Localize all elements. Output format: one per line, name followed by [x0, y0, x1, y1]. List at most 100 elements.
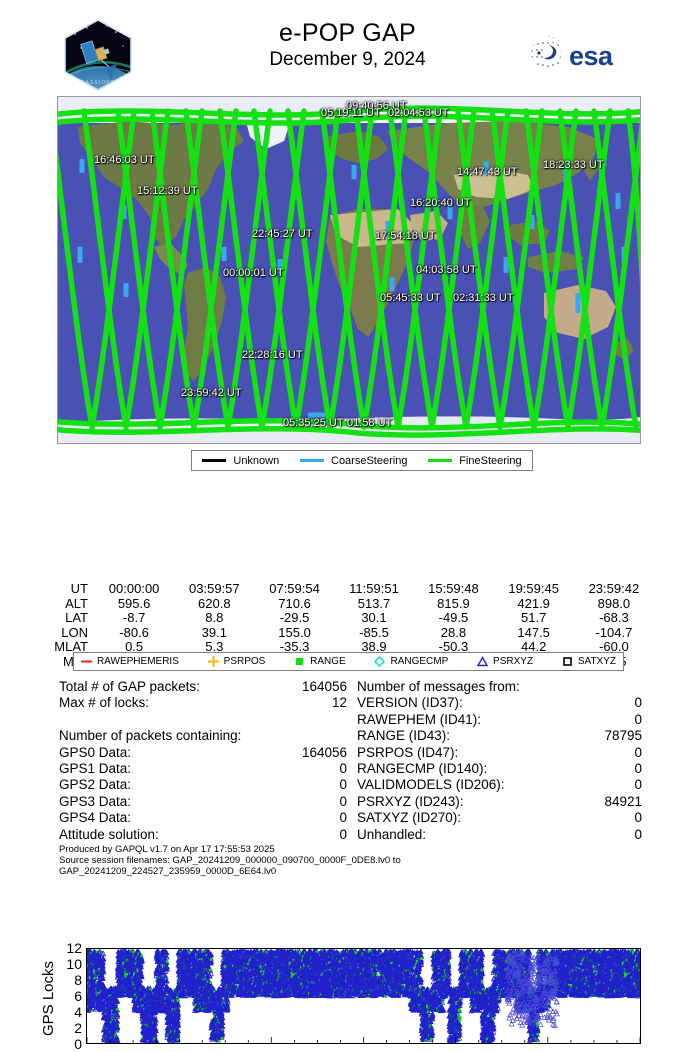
axis-value-cell: 38.9 [335, 639, 414, 655]
legend-item-satxyz: SATXYZ [562, 656, 616, 667]
chart-y-tick: 8 [60, 973, 82, 987]
stats-row: Unhandled: 0 [357, 827, 642, 843]
axis-value-cell: -50.3 [413, 639, 493, 655]
map-ut-label: 22:45:27 UT [252, 228, 313, 240]
stats-value: 0 [339, 810, 347, 826]
legend-label-psrxyz: PSRXYZ [493, 656, 533, 667]
stats-row: GPS3 Data: 0 [59, 794, 347, 810]
axis-value-cell: -29.5 [254, 610, 334, 626]
page-header: CASSIOPE e-POP GAP December 9, 2024 [0, 0, 695, 92]
stats-label: SATXYZ (ID270): [357, 810, 461, 826]
axis-value-cell: 19:59:45 [494, 581, 574, 597]
axis-value-cell: 8.8 [174, 610, 254, 626]
footer-producer: Produced by GAPQL v1.7 on Apr 17 17:55:5… [59, 844, 679, 856]
legend-label-coarsesteering: CoarseSteering [331, 455, 407, 467]
stats-value: 0 [339, 827, 347, 843]
legend-item-rawephemeris: RAWEPHEMERIS [81, 656, 179, 667]
legend-item-psrxyz: PSRXYZ [476, 656, 533, 667]
packet-statistics-column: Total # of GAP packets: 164056 Max # of lo… [59, 679, 347, 843]
footer-provenance: Produced by GAPQL v1.7 on Apr 17 17:55:5… [59, 844, 679, 877]
map-ut-label: 05:35:25 UT [283, 417, 344, 429]
stats-label: RANGECMP (ID140): [357, 761, 487, 777]
axis-value-cell: -68.3 [574, 610, 654, 626]
map-ut-label: 16:20:40 UT [410, 197, 471, 209]
axis-row-label: UT [42, 581, 94, 597]
stats-row: RANGECMP (ID140): 0 [357, 761, 642, 777]
chart-y-tick-group: 12 10 8 6 4 2 0 [58, 941, 82, 1051]
stats-label: Total # of GAP packets: [59, 679, 200, 695]
axis-value-cell: -35.3 [254, 639, 334, 655]
stats-label: Number of packets containing: [59, 728, 241, 744]
legend-label-range: RANGE [310, 656, 346, 667]
legend-label-psrpos: PSRPOS [224, 656, 266, 667]
chart-y-tick: 10 [60, 957, 82, 971]
stats-label: RANGE (ID43): [357, 728, 450, 744]
table-row: UT 00:00:00 03:59:57 07:59:54 11:59:51 15:59:… [42, 581, 654, 597]
stats-label: GPS0 Data: [59, 745, 131, 761]
chart-data-marks [87, 949, 640, 1043]
stats-value: 0 [634, 695, 642, 711]
stats-label: GPS1 Data: [59, 761, 131, 777]
map-ut-label: 17:54:18 UT [375, 230, 436, 242]
axis-value-cell: 155.0 [254, 625, 334, 641]
axis-value-cell: 421.9 [494, 596, 574, 612]
chart-plot-area [86, 948, 641, 1044]
stats-row: RAWEPHEM (ID41): 0 [357, 712, 642, 728]
axis-value-cell: -85.5 [335, 625, 414, 641]
world-map-orbit-tracks: 09:40:56 UT 05:19:11 UT 02:04:53 UT 16:46:0… [57, 96, 641, 444]
stats-label: GPS4 Data: [59, 810, 131, 826]
stats-spacer [59, 712, 347, 728]
unknown-line-swatch-icon [202, 459, 227, 462]
chart-y-tick: 12 [60, 941, 82, 955]
square-marker-icon [294, 656, 305, 667]
stats-value: 0 [634, 827, 642, 843]
finesteering-line-swatch-icon [428, 459, 453, 462]
stats-value: 0 [634, 745, 642, 761]
triangle-marker-icon [476, 656, 489, 667]
title-block: e-POP GAP December 9, 2024 [0, 18, 695, 72]
steering-mode-legend: Unknown CoarseSteering FineSteering [191, 450, 533, 471]
axis-value-cell: 815.9 [413, 596, 493, 612]
axis-row-label: MLAT [42, 639, 94, 655]
stats-row: GPS1 Data: 0 [59, 761, 347, 777]
page-title: e-POP GAP [0, 18, 695, 48]
stats-label: VALIDMODELS (ID206): [357, 777, 505, 793]
legend-label-rawephemeris: RAWEPHEMERIS [97, 656, 179, 667]
stats-row: VERSION (ID37): 0 [357, 695, 642, 711]
message-type-legend: RAWEPHEMERIS PSRPOS RANGE RANGECMP PSRXYZ SAT… [73, 652, 624, 671]
axis-value-cell: -49.5 [413, 610, 493, 626]
footer-source-line1: Source session filenames: GAP_20241209_0… [59, 855, 679, 867]
table-row: MLAT 0.5 5.3 -35.3 38.9 -50.3 44.2 -60.0 [42, 639, 654, 655]
axis-row-label: ALT [42, 596, 94, 612]
axis-value-cell: 28.8 [413, 625, 493, 641]
axis-value-cell: 147.5 [494, 625, 574, 641]
table-row: LAT -8.7 8.8 -29.5 30.1 -49.5 51.7 -68.3 [42, 610, 654, 626]
legend-item-coarsesteering: CoarseSteering [300, 455, 407, 467]
map-ut-label: 14:47:43 UT [457, 166, 518, 178]
axis-value-cell: 51.7 [494, 610, 574, 626]
legend-label-rangecmp: RANGECMP [390, 656, 448, 667]
legend-label-satxyz: SATXYZ [578, 656, 616, 667]
map-ut-label: 09:40:56 UT [346, 100, 407, 112]
axis-value-cell: 30.1 [335, 610, 414, 626]
esa-logo-icon: esa [529, 31, 635, 75]
stats-row: Total # of GAP packets: 164056 [59, 679, 347, 695]
chart-y-tick: 6 [60, 989, 82, 1003]
stats-row: VALIDMODELS (ID206): 0 [357, 777, 642, 793]
legend-item-rangecmp: RANGECMP [374, 655, 448, 668]
stats-row: Attitude solution: 0 [59, 827, 347, 843]
axis-value-cell: 710.6 [254, 596, 334, 612]
stats-label: Attitude solution: [59, 827, 159, 843]
chart-y-axis-label: GPS Locks [40, 948, 60, 1048]
stats-value: 0 [339, 761, 347, 777]
map-graphic [58, 97, 640, 443]
stats-label: Max # of locks: [59, 695, 149, 711]
gps-locks-chart: GPS Locks 12 10 8 6 4 2 0 [0, 470, 695, 1051]
map-ut-label: 04:03:58 UT [416, 264, 477, 276]
axis-value-cell: 11:59:51 [335, 581, 414, 597]
legend-label-unknown: Unknown [233, 455, 279, 467]
axis-value-cell: -104.7 [574, 625, 654, 641]
stats-value: 0 [634, 777, 642, 793]
legend-item-finesteering: FineSteering [428, 455, 522, 467]
axis-value-cell: -60.0 [574, 639, 654, 655]
